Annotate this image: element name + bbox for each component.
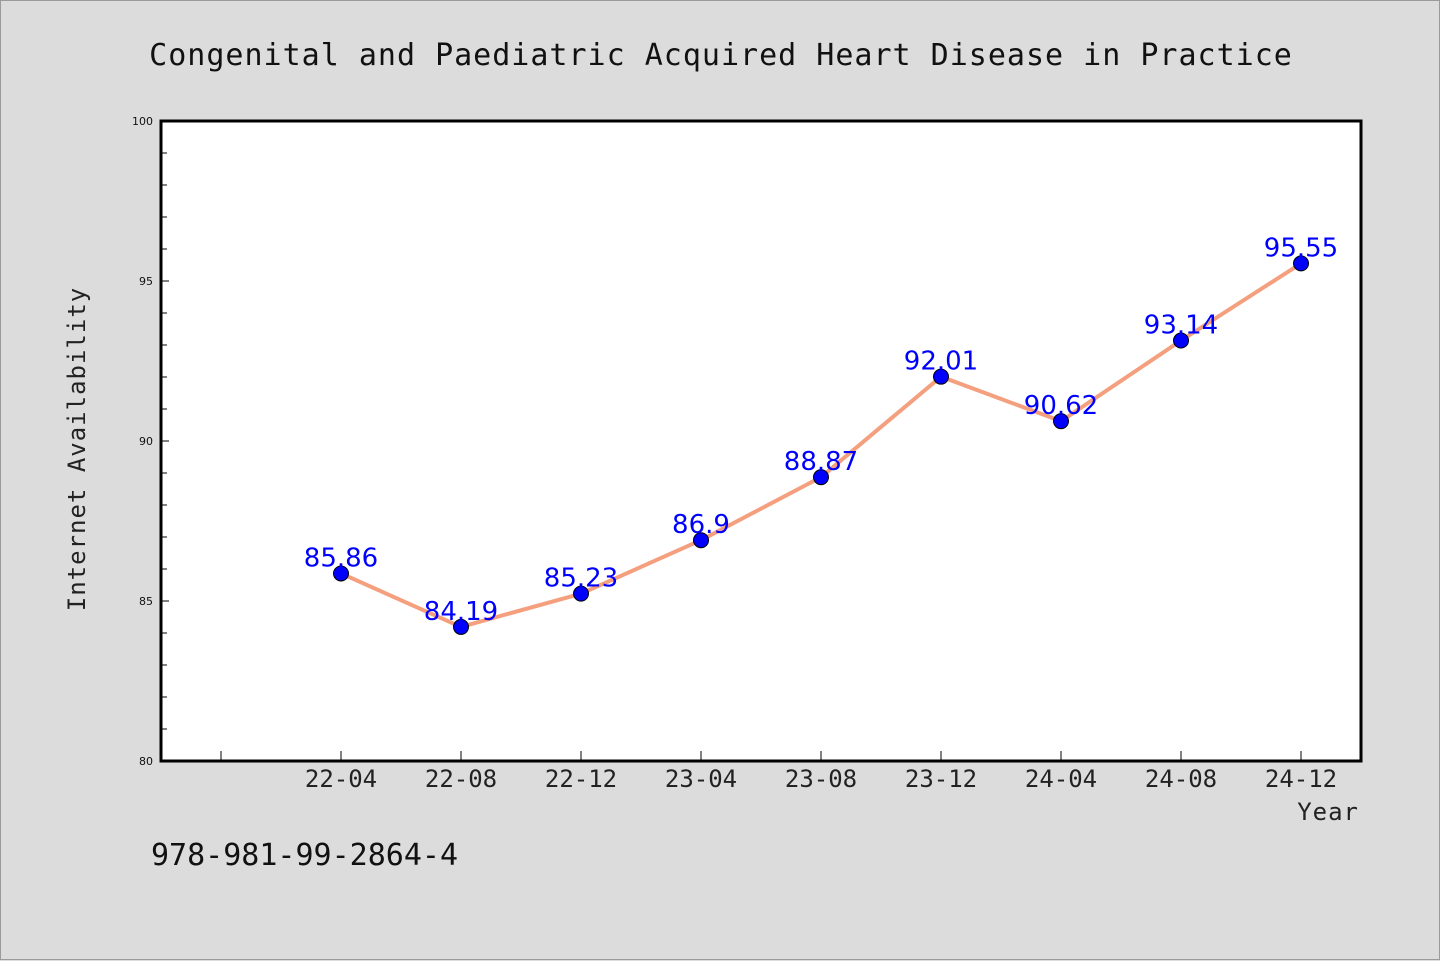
data-label: 92.01 (904, 347, 978, 377)
isbn-text: 978-981-99-2864-4 (151, 838, 458, 873)
y-tick-label: 80 (139, 755, 153, 768)
data-label: 85.23 (544, 564, 618, 594)
data-label: 85.86 (304, 543, 378, 573)
data-label: 86.9 (672, 510, 730, 540)
y-tick-label: 100 (132, 115, 153, 128)
y-axis-label: Internet Availability (63, 287, 91, 611)
x-tick-label: 23-08 (785, 765, 857, 793)
y-tick-label: 85 (139, 595, 153, 608)
y-tick-label: 90 (139, 435, 153, 448)
data-point (1173, 332, 1189, 349)
data-point (333, 565, 349, 582)
data-label: 93.14 (1144, 311, 1218, 341)
data-label: 88.87 (784, 447, 858, 477)
chart-title: Congenital and Paediatric Acquired Heart… (149, 38, 1293, 73)
data-label: 95.55 (1264, 233, 1338, 263)
x-axis: 22-04 22-08 22-12 23-04 23-08 23-12 24-04 24-08… (220, 751, 1337, 793)
x-axis-label: Year (1297, 798, 1359, 826)
data-point (573, 585, 589, 602)
x-tick-label: 22-08 (425, 765, 497, 793)
x-tick-label: 23-04 (665, 765, 737, 793)
x-tick-label: 22-04 (305, 765, 377, 793)
data-point (693, 532, 709, 549)
data-point (1293, 255, 1309, 272)
x-tick-label: 23-12 (905, 765, 977, 793)
data-point (813, 469, 829, 486)
data-label: 90.62 (1024, 391, 1098, 421)
data-point (1053, 413, 1069, 430)
x-tick-label: 24-04 (1025, 765, 1097, 793)
y-tick-label: 95 (139, 275, 153, 288)
data-series: 85.86 84.19 85.23 86.9 88.87 92.01 90.62 93.14 9… (304, 233, 1338, 635)
data-point (933, 368, 949, 385)
data-point (453, 618, 469, 635)
x-tick-label: 24-08 (1145, 765, 1217, 793)
x-tick-label: 22-12 (545, 765, 617, 793)
x-tick-label: 24-12 (1265, 765, 1337, 793)
plot-area (159, 119, 1363, 763)
data-label: 84.19 (424, 597, 498, 627)
y-axis: 80 85 90 95 100 (132, 115, 169, 768)
